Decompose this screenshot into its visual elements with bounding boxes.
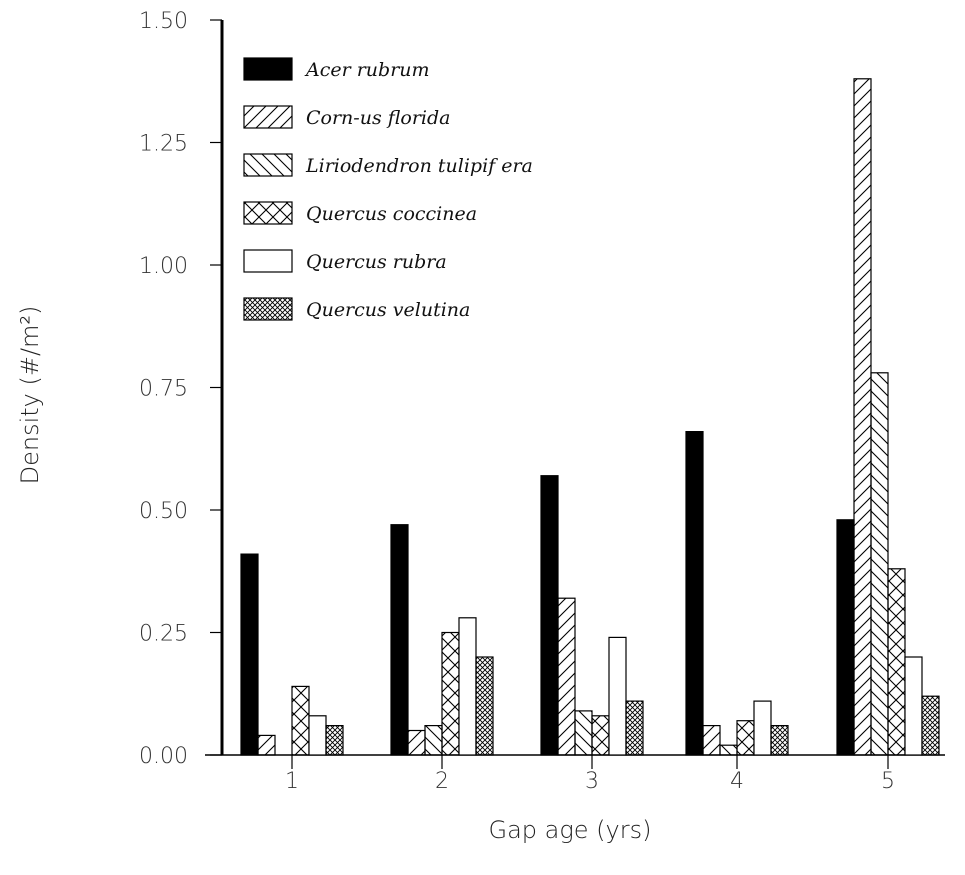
bar-corn-us-florida-5 [853,78,872,756]
bar-quercus-coccinea-3 [591,715,610,756]
bar-quercus-velutina-2 [475,656,494,756]
x-tick-label: 2 [435,769,449,794]
bar-quercus-velutina-1 [325,724,344,756]
legend-label: Quercus rubra [306,251,447,273]
y-tick-label: 1.25 [139,132,188,157]
y-tick-label: 1.00 [139,254,188,279]
bar-quercus-rubra-4 [753,700,772,756]
bar-liriodendron-tulipif-era-2 [424,724,443,756]
legend-label: Acer rubrum [304,59,430,81]
x-tick-label: 4 [730,769,744,794]
legend-label: Corn-us florida [306,107,451,129]
bar-liriodendron-tulipif-era-4 [719,744,738,756]
bar-corn-us-florida-4 [702,724,721,756]
legend-label: Liriodendron tulipif era [305,155,533,177]
bar-quercus-coccinea-2 [441,631,460,756]
y-ticks: 0.00 0.25 0.50 0.75 1.00 1.25 1.50 [139,9,222,769]
bar-quercus-coccinea-1 [291,685,310,756]
x-axis-title: Gap age (yrs) [489,816,652,844]
bar-quercus-velutina-5 [921,695,940,756]
bar-acer-rubrum-1 [240,553,259,756]
bar-quercus-rubra-3 [608,636,627,756]
bar-quercus-velutina-4 [770,724,789,756]
y-tick-label: 1.50 [139,9,188,34]
legend-swatch [243,153,293,177]
legend-swatch [243,249,293,273]
y-tick-label: 0.75 [139,377,188,402]
y-tick-label: 0.25 [139,622,188,647]
bar-corn-us-florida-1 [257,734,276,756]
bar-quercus-rubra-5 [904,656,923,756]
x-ticks: 1 2 3 4 5 [285,755,895,794]
bar-liriodendron-tulipif-era-3 [574,710,593,756]
bars [240,78,940,756]
bar-acer-rubrum-2 [390,524,409,756]
bar-quercus-coccinea-5 [887,568,906,756]
bar-quercus-rubra-2 [458,617,477,756]
legend-swatch [243,57,293,81]
legend-swatch [243,105,293,129]
legend-label: Quercus velutina [306,299,470,321]
bar-corn-us-florida-3 [557,597,576,756]
bar-quercus-rubra-1 [308,715,327,756]
bar-corn-us-florida-2 [407,729,426,756]
bar-liriodendron-tulipif-era-5 [870,372,889,756]
legend-swatch [243,297,293,321]
y-tick-label: 0.50 [139,499,188,524]
bar-quercus-coccinea-4 [736,720,755,756]
bar-acer-rubrum-4 [685,431,704,756]
bar-quercus-velutina-3 [625,700,644,756]
x-tick-label: 1 [285,769,299,794]
bar-acer-rubrum-3 [540,475,559,756]
y-axis-title: Density (#/m²) [16,306,44,485]
y-tick-label: 0.00 [139,744,188,769]
x-tick-label: 3 [585,769,599,794]
legend-label: Quercus coccinea [306,203,477,225]
x-tick-label: 5 [881,769,895,794]
legend-swatch [243,201,293,225]
legend: Acer rubrum Corn-us florida Liriodendron t… [243,57,533,321]
bar-acer-rubrum-5 [836,519,855,756]
